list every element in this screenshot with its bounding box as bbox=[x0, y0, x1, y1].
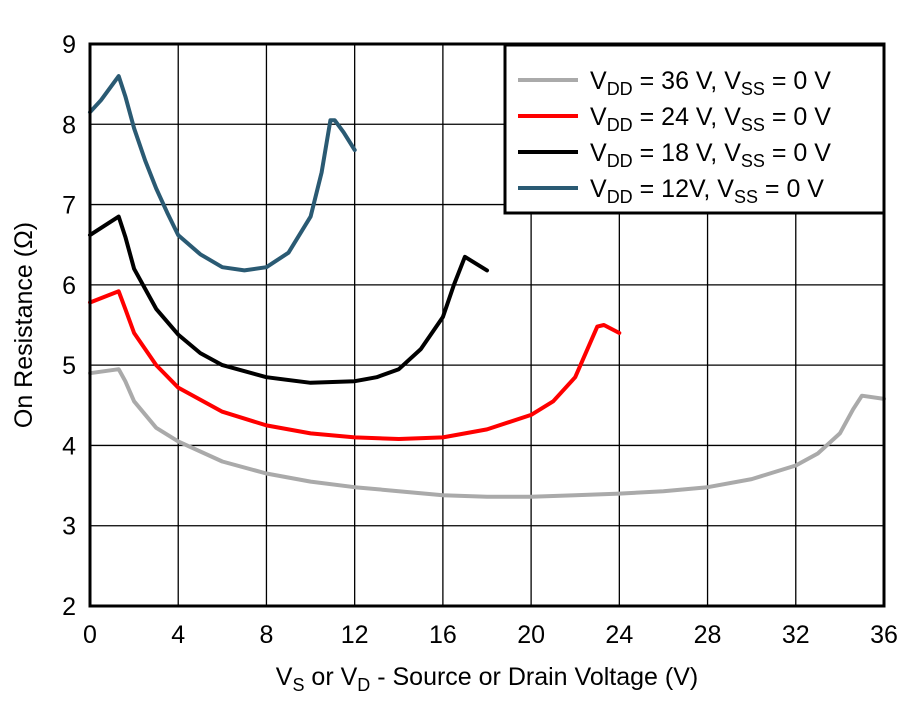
y-axis-label: On Resistance (Ω) bbox=[10, 222, 38, 428]
y-tick-label: 3 bbox=[62, 513, 76, 541]
y-tick-label: 9 bbox=[62, 31, 76, 59]
plot-frame bbox=[88, 42, 886, 608]
y-tick-label: 7 bbox=[62, 192, 76, 220]
y-tick-label: 8 bbox=[62, 111, 76, 139]
tick-labels: 0 4 8 12 16 20 24 28 32 36 2 3 4 5 6 7 8 9 bbox=[62, 31, 898, 649]
x-axis-label: VS or VD - Source or Drain Voltage (V) bbox=[276, 663, 698, 695]
x-tick-label: 20 bbox=[517, 621, 545, 649]
series-line bbox=[88, 367, 886, 499]
legend-entry: VDD = 12V, VSS = 0 V bbox=[590, 175, 824, 207]
x-tick-label: 28 bbox=[694, 621, 722, 649]
x-tick-label: 4 bbox=[171, 621, 185, 649]
x-tick-label: 16 bbox=[429, 621, 457, 649]
x-tick-label: 12 bbox=[341, 621, 369, 649]
series-line bbox=[88, 74, 357, 273]
series-line bbox=[88, 289, 622, 441]
x-tick-label: 32 bbox=[782, 621, 810, 649]
legend-entry: VDD = 18 V, VSS = 0 V bbox=[590, 139, 831, 171]
legend-entry: VDD = 24 V, VSS = 0 V bbox=[590, 103, 831, 135]
y-tick-label: 2 bbox=[62, 593, 76, 621]
x-tick-label: 8 bbox=[259, 621, 273, 649]
series-lines bbox=[88, 74, 886, 499]
x-tick-label: 0 bbox=[83, 621, 97, 649]
legend-entry: VDD = 36 V, VSS = 0 V bbox=[590, 67, 831, 99]
x-tick-label: 24 bbox=[605, 621, 633, 649]
x-tick-label: 36 bbox=[870, 621, 898, 649]
y-tick-label: 6 bbox=[62, 272, 76, 300]
y-tick-label: 5 bbox=[62, 352, 76, 380]
series-line bbox=[88, 214, 489, 385]
legend: VDD = 36 V, VSS = 0 V VDD = 24 V, VSS = 0… bbox=[503, 43, 886, 215]
y-tick-label: 4 bbox=[62, 432, 76, 460]
